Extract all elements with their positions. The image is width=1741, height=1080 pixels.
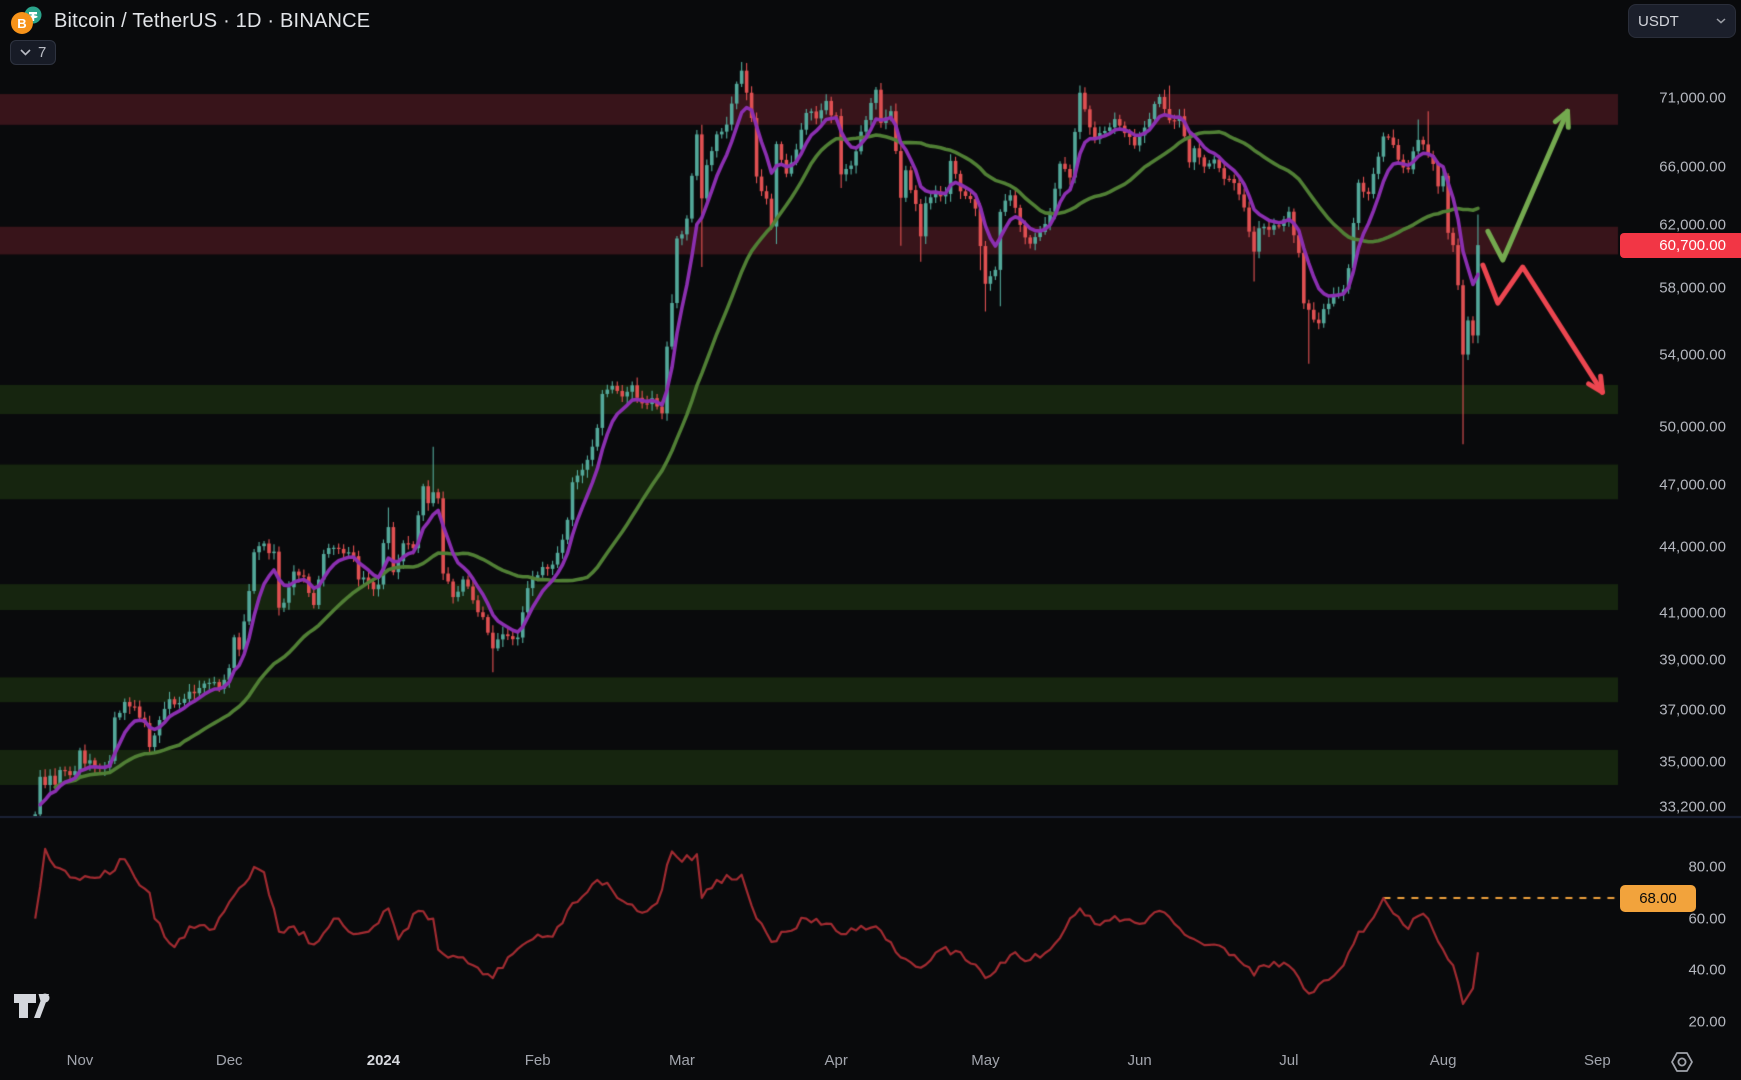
price-axis-label: 33,200.00 [1659, 798, 1726, 816]
chart-header: B Bitcoin / TetherUS · 1D · BINANCE [10, 6, 370, 36]
last-price-badge: 60,700.00 [1620, 232, 1741, 258]
price-axis-label: 71,000.00 [1659, 89, 1726, 107]
indicator-legend-toggle[interactable]: 7 [10, 40, 57, 65]
price-axis-label: 37,000.00 [1659, 701, 1726, 719]
rsi-level-badge: 68.00 [1620, 884, 1696, 912]
price-axis-label: 66,000.00 [1659, 158, 1726, 176]
currency-label: USDT [1638, 12, 1679, 30]
svg-text:B: B [17, 16, 26, 31]
price-axis-label: 50,000.00 [1659, 418, 1726, 436]
time-axis-label: Nov [66, 1052, 94, 1069]
settings-icon[interactable] [1668, 1048, 1696, 1076]
price-axis-label: 58,000.00 [1659, 279, 1726, 297]
chevron-down-icon [1716, 18, 1726, 24]
bitcoin-icon [11, 12, 33, 34]
time-axis-label: Feb [524, 1052, 551, 1069]
time-axis-label: Sep [1583, 1052, 1611, 1069]
currency-selector[interactable]: USDT [1628, 4, 1736, 38]
time-axis-label: Jun [1127, 1052, 1152, 1069]
price-axis-label: 41,000.00 [1659, 604, 1726, 622]
price-axis-label: 39,000.00 [1659, 651, 1726, 669]
rsi-axis-label: 40.00 [1688, 961, 1726, 979]
indicator-count-label: 7 [38, 44, 47, 61]
price-axis-label: 47,000.00 [1659, 476, 1726, 494]
price-axis-label: 44,000.00 [1659, 538, 1726, 556]
price-axis-label: 62,000.00 [1659, 216, 1726, 234]
price-axis-label: 54,000.00 [1659, 346, 1726, 364]
tradingview-logo[interactable] [12, 990, 62, 1022]
time-axis-label: Mar [669, 1052, 695, 1069]
time-axis-label: 2024 [366, 1052, 401, 1069]
time-axis-label: Dec [215, 1052, 243, 1069]
price-axis-label: 35,000.00 [1659, 753, 1726, 771]
time-axis-label: May [971, 1052, 1000, 1069]
time-axis-label: Jul [1279, 1052, 1299, 1069]
time-axis-label: Apr [824, 1052, 848, 1069]
rsi-axis-label: 20.00 [1688, 1013, 1726, 1031]
chevron-down-icon [20, 49, 31, 56]
symbol-title[interactable]: Bitcoin / TetherUS · 1D · BINANCE [54, 9, 371, 32]
rsi-axis-label: 80.00 [1688, 858, 1726, 876]
rsi-axis-label: 60.00 [1688, 910, 1726, 928]
bitcoin-tether-pair-icon: B [10, 6, 44, 36]
time-axis-label: Aug [1429, 1052, 1457, 1069]
